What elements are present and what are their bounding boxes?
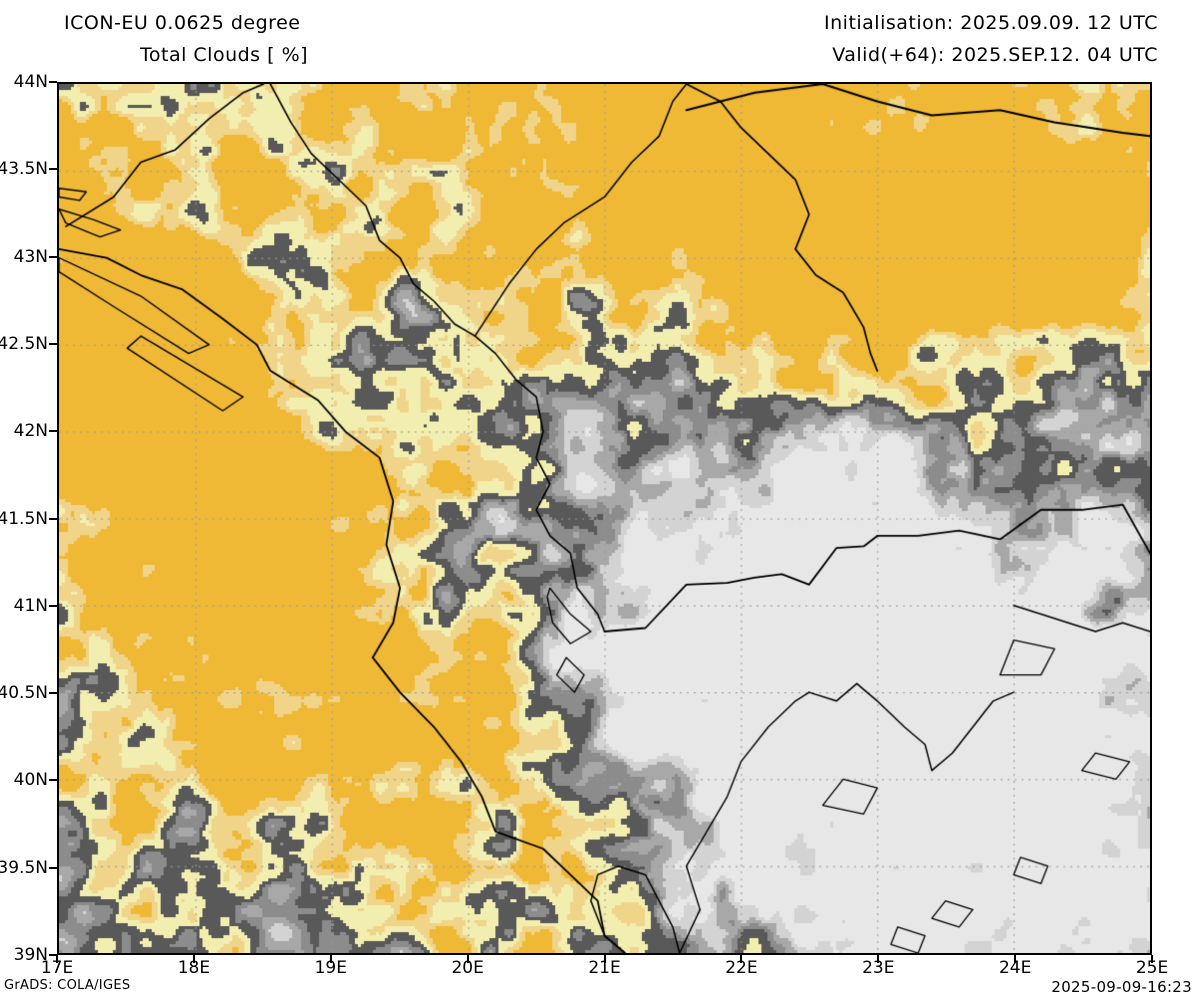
latitude-tick-mark (49, 430, 57, 433)
header-model-line: ICON-EU 0.0625 degree (64, 12, 301, 34)
latitude-tick-mark (49, 255, 57, 258)
map-plot-area[interactable] (57, 82, 1152, 955)
latitude-tick-mark (49, 81, 57, 83)
cloud-cover-field (59, 84, 1150, 953)
latitude-tick-label: 44N (13, 72, 48, 92)
longitude-tick-label: 23E (862, 958, 895, 978)
header-valid-time: Valid(+64): 2025.SEP.12. 04 UTC (832, 44, 1158, 66)
latitude-tick-label: 41.5N (0, 508, 48, 529)
longitude-tick-label: 20E (451, 958, 484, 978)
longitude-tick-label: 25E (1135, 958, 1169, 978)
longitude-tick-mark (877, 955, 880, 963)
latitude-tick-label: 43.5N (0, 159, 48, 180)
longitude-tick-mark (329, 955, 332, 963)
latitude-tick-label: 42.5N (0, 333, 48, 354)
latitude-tick-label: 42N (13, 421, 48, 442)
latitude-tick-mark (49, 866, 57, 869)
longitude-tick-mark (466, 955, 469, 963)
longitude-tick-mark (603, 955, 606, 963)
longitude-tick-mark (1151, 955, 1153, 963)
latitude-tick-label: 40N (13, 770, 48, 791)
latitude-tick-label: 39.5N (0, 857, 48, 878)
latitude-tick-label: 40.5N (0, 683, 48, 704)
latitude-tick-mark (49, 517, 57, 520)
latitude-tick-mark (49, 954, 57, 956)
latitude-tick-mark (49, 779, 57, 782)
latitude-tick-label: 43N (13, 246, 48, 267)
grads-credit: GrADS: COLA/IGES (4, 978, 131, 993)
longitude-tick-label: 21E (588, 958, 621, 978)
latitude-tick-mark (49, 604, 57, 607)
latitude-tick-label: 41N (13, 595, 48, 616)
longitude-tick-label: 19E (314, 958, 347, 978)
latitude-tick-mark (49, 342, 57, 345)
latitude-tick-mark (49, 168, 57, 171)
longitude-tick-label: 17E (40, 958, 74, 978)
header-field-line: Total Clouds [ %] (140, 44, 309, 66)
longitude-tick-mark (56, 955, 58, 963)
longitude-tick-label: 18E (177, 958, 211, 978)
longitude-tick-label: 22E (725, 958, 758, 978)
latitude-tick-label: 39N (13, 945, 48, 965)
longitude-tick-mark (740, 955, 743, 963)
header-initialisation: Initialisation: 2025.09.09. 12 UTC (824, 12, 1158, 34)
longitude-tick-mark (1014, 955, 1017, 963)
render-timestamp: 2025-09-09-16:23 (1051, 978, 1192, 996)
longitude-tick-mark (192, 955, 195, 963)
latitude-tick-mark (49, 692, 57, 695)
longitude-tick-label: 24E (998, 958, 1032, 978)
